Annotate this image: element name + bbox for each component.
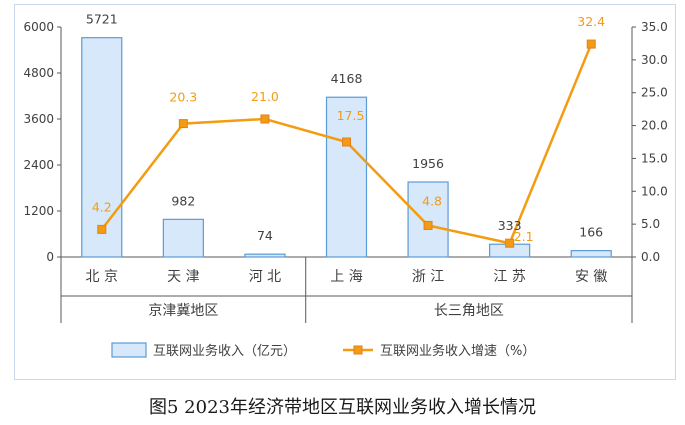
bar: [81, 37, 123, 258]
y-right-tick-label: 15.0: [641, 151, 668, 165]
x-category-label: 北 京: [86, 269, 118, 285]
growth-marker: [260, 114, 270, 124]
y-left-tick-label: 3600: [23, 112, 54, 126]
legend-line-label: 互联网业务收入增速（%）: [380, 343, 535, 359]
rate-value-label: 20.3: [169, 90, 197, 105]
y-right-tick-label: 35.0: [641, 20, 668, 34]
bar: [162, 218, 204, 258]
x-category-label: 江 苏: [493, 269, 525, 285]
y-right-tick-label: 5.0: [641, 217, 660, 231]
legend-bar-label: 互联网业务收入（亿元）: [153, 343, 296, 359]
growth-marker: [178, 119, 188, 129]
rate-value-label: 4.2: [92, 199, 112, 214]
bar: [407, 181, 449, 258]
chart-frame: [14, 4, 676, 380]
x-category-label: 天 津: [167, 269, 199, 285]
rate-value-label: 21.0: [251, 89, 279, 104]
combo-chart: 0 1200 2400 3600 4800 6000 0.0 5.0 10.0 15.0 20.0 2…: [23, 12, 668, 359]
growth-marker: [505, 238, 515, 248]
bar: [325, 96, 368, 258]
y-right-tick-label: 25.0: [641, 86, 668, 100]
y-right-tick-label: 20.0: [641, 119, 668, 133]
bar-value-label: 5721: [86, 12, 118, 27]
bar-value-label: 1956: [412, 156, 444, 171]
x-category-label: 安 徽: [575, 269, 607, 285]
rate-value-label: 32.4: [577, 14, 605, 29]
bar-value-label: 982: [171, 193, 195, 208]
rate-value-label: 4.8: [422, 193, 442, 208]
rate-value-label: 2.1: [514, 229, 534, 244]
x-category-label: 河 北: [249, 269, 281, 285]
growth-marker: [97, 224, 107, 234]
bar: [244, 253, 286, 258]
y-right-tick-label: 0.0: [641, 250, 660, 264]
y-left-tick-label: 6000: [23, 20, 54, 34]
bar-value-label: 166: [579, 225, 603, 240]
bar: [570, 250, 612, 258]
growth-marker: [423, 220, 433, 230]
growth-marker: [586, 39, 596, 49]
rate-value-label: 17.5: [337, 108, 365, 123]
y-left-tick-label: 1200: [23, 204, 54, 218]
y-left-tick-label: 2400: [23, 158, 54, 172]
bar-value-label: 74: [257, 228, 273, 243]
group-label: 京津冀地区: [148, 303, 218, 319]
bar-value-label: 333: [498, 218, 522, 233]
legend-bar-swatch: [111, 342, 147, 358]
group-label: 长三角地区: [434, 303, 504, 319]
y-right-tick-label: 30.0: [641, 53, 668, 67]
y-right-tick-label: 10.0: [641, 184, 668, 198]
growth-marker: [342, 137, 351, 147]
bar-value-label: 4168: [331, 71, 363, 86]
x-category-label: 上 海: [330, 269, 362, 285]
x-category-label: 浙 江: [412, 269, 444, 285]
legend-line-marker: [353, 345, 363, 355]
y-left-tick-label: 4800: [23, 66, 54, 80]
figure-caption: 图5 2023年经济带地区互联网业务收入增长情况: [149, 397, 536, 418]
y-left-tick-label: 0: [46, 250, 54, 264]
